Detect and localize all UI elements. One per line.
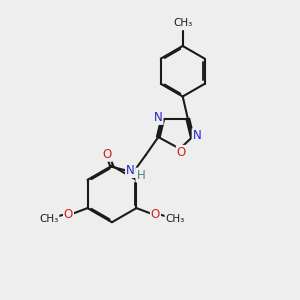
Text: O: O (103, 148, 112, 161)
Text: O: O (64, 208, 73, 220)
Text: O: O (177, 146, 186, 159)
Text: O: O (151, 208, 160, 220)
Text: H: H (136, 169, 145, 182)
Text: N: N (154, 111, 163, 124)
Text: CH₃: CH₃ (173, 18, 192, 28)
Text: CH₃: CH₃ (165, 214, 185, 224)
Text: CH₃: CH₃ (39, 214, 58, 224)
Text: N: N (126, 164, 135, 177)
Text: N: N (193, 129, 201, 142)
